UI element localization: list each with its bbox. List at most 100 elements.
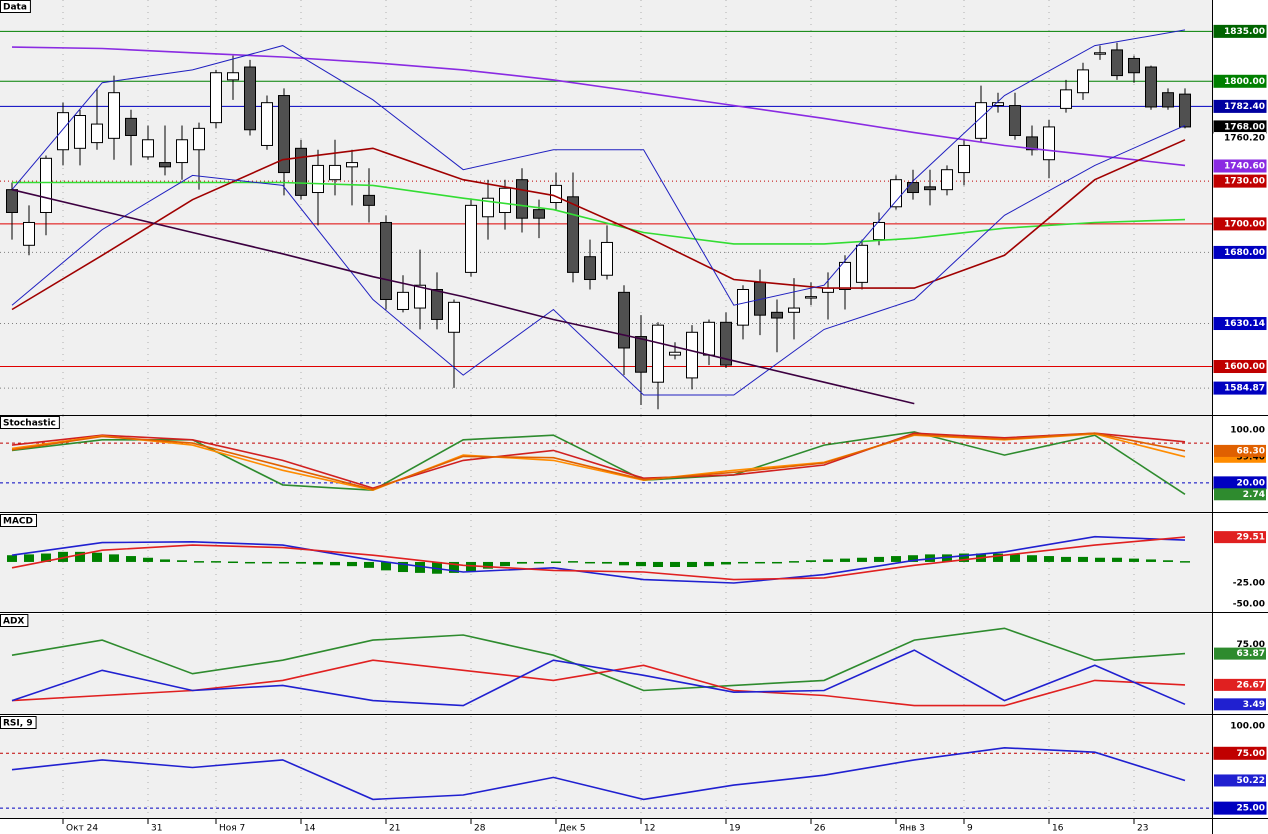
end-label: 26.67 bbox=[1237, 680, 1265, 690]
histogram-bar bbox=[398, 561, 408, 573]
histogram-bar bbox=[364, 561, 374, 568]
histogram-bar bbox=[466, 561, 476, 572]
histogram-bar bbox=[500, 561, 510, 567]
line-series bbox=[11, 432, 1186, 491]
candle-body bbox=[567, 196, 579, 273]
histogram-bar bbox=[262, 561, 272, 564]
y-tick-label: 1630.14 bbox=[1224, 319, 1265, 329]
panel bbox=[0, 416, 1212, 512]
axis-panel bbox=[1212, 716, 1268, 818]
x-tick-label: 31 bbox=[151, 824, 162, 834]
candle-body bbox=[499, 187, 511, 213]
histogram-bar bbox=[993, 553, 1003, 562]
candle-body bbox=[363, 194, 375, 206]
candle-body bbox=[652, 324, 664, 383]
histogram-bar bbox=[381, 561, 391, 571]
histogram-bar bbox=[1129, 558, 1139, 562]
histogram-bar bbox=[92, 552, 102, 562]
candle-body bbox=[1060, 89, 1072, 109]
end-label: 29.51 bbox=[1237, 533, 1265, 543]
panel-title: ADX bbox=[3, 617, 24, 627]
y-tick-label: 1584.87 bbox=[1224, 384, 1265, 394]
candle-body bbox=[159, 162, 171, 168]
candle-body bbox=[1111, 49, 1123, 77]
histogram-bar bbox=[211, 561, 221, 563]
tick-label-box bbox=[1213, 317, 1267, 331]
panel-title: Stochastic bbox=[3, 419, 56, 429]
y-tick-label: 1768.00 bbox=[1224, 122, 1265, 132]
candle-body bbox=[975, 102, 987, 139]
histogram-bar bbox=[58, 551, 68, 562]
candle-body bbox=[805, 296, 817, 299]
histogram-bar bbox=[568, 561, 578, 563]
candle-body bbox=[465, 204, 477, 273]
x-tick-label: Янв 3 bbox=[899, 824, 925, 834]
candle-body bbox=[278, 95, 290, 174]
histogram-bar bbox=[228, 561, 238, 564]
histogram-bar bbox=[75, 551, 85, 562]
line-series bbox=[11, 649, 1186, 707]
y-tick-label: 1600.00 bbox=[1224, 362, 1265, 372]
candle-body bbox=[1077, 69, 1089, 94]
histogram-bar bbox=[636, 561, 646, 567]
histogram-bar bbox=[1027, 555, 1037, 562]
x-tick-label: 12 bbox=[644, 824, 655, 834]
candle-body bbox=[380, 221, 392, 300]
tick-label-box bbox=[1214, 576, 1266, 589]
tick-label-box bbox=[1213, 74, 1267, 88]
histogram-bar bbox=[619, 561, 629, 566]
x-tick-label: 9 bbox=[967, 824, 973, 834]
histogram-bar bbox=[823, 559, 833, 562]
histogram-bar bbox=[602, 561, 612, 564]
candle-body bbox=[533, 209, 545, 219]
candle-body bbox=[227, 72, 239, 81]
candle-body bbox=[1094, 52, 1106, 55]
y-tick-label: 1800.00 bbox=[1224, 77, 1265, 87]
line-series bbox=[11, 125, 1186, 396]
end-label: 63.87 bbox=[1237, 649, 1265, 659]
end-label: 59.40 bbox=[1237, 452, 1265, 462]
candle-body bbox=[125, 117, 137, 136]
histogram-bar bbox=[7, 555, 17, 562]
histogram-bar bbox=[415, 561, 425, 573]
histogram-bar bbox=[24, 554, 34, 562]
candle-body bbox=[992, 102, 1004, 107]
axis-panel bbox=[1212, 614, 1268, 714]
candle-body bbox=[261, 102, 273, 146]
end-label: 68.30 bbox=[1237, 446, 1265, 456]
y-tick-label: 75.00 bbox=[1237, 749, 1265, 759]
line-series bbox=[11, 659, 1186, 707]
panel-title-box bbox=[0, 514, 37, 527]
tick-label-box bbox=[1213, 217, 1267, 231]
candle-body bbox=[584, 256, 596, 281]
histogram-bar bbox=[772, 561, 782, 564]
panel-title-box bbox=[0, 0, 31, 13]
candle-body bbox=[23, 221, 35, 246]
histogram-bar bbox=[874, 556, 884, 562]
end-label: 3.49 bbox=[1243, 700, 1265, 710]
histogram-bar bbox=[330, 561, 340, 566]
histogram-bar bbox=[1180, 561, 1190, 563]
y-tick-label: 1730.00 bbox=[1224, 177, 1265, 187]
candle-body bbox=[329, 164, 341, 181]
histogram-bar bbox=[959, 553, 969, 562]
y-tick-label: 1740.60 bbox=[1224, 162, 1265, 172]
histogram-bar bbox=[1112, 557, 1122, 562]
histogram-bar bbox=[585, 561, 595, 564]
candle-body bbox=[193, 127, 205, 151]
end-label-box bbox=[1214, 444, 1266, 457]
end-label-box bbox=[1214, 678, 1266, 691]
histogram-bar bbox=[1061, 556, 1071, 562]
y-tick-label: -25.00 bbox=[1233, 578, 1265, 588]
panel bbox=[0, 0, 1212, 415]
candle-body bbox=[74, 115, 86, 149]
y-tick-label: 100.00 bbox=[1230, 721, 1265, 731]
candle-body bbox=[6, 189, 18, 213]
candle-body bbox=[788, 307, 800, 313]
tick-label-box bbox=[1213, 24, 1267, 38]
y-tick-label: 20.00 bbox=[1237, 478, 1265, 488]
panel-title-box bbox=[0, 614, 29, 627]
y-tick-label: 25.00 bbox=[1237, 804, 1265, 814]
candle-body bbox=[397, 291, 409, 310]
candle-body bbox=[890, 179, 902, 208]
